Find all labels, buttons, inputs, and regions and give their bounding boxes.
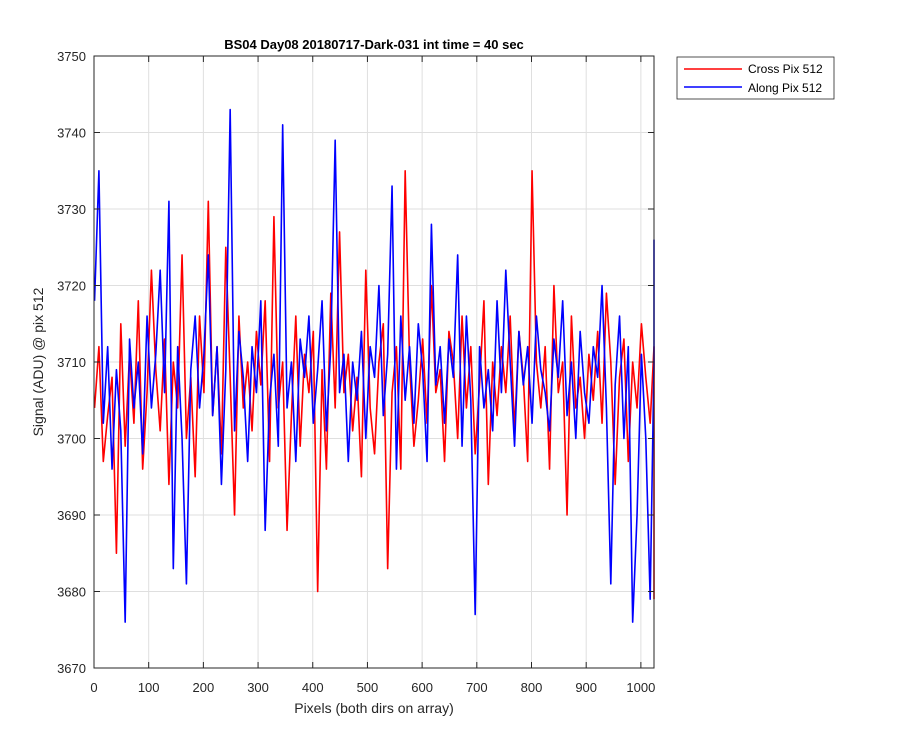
x-tick-label: 300	[247, 680, 269, 695]
x-tick-label: 700	[466, 680, 488, 695]
y-tick-label: 3750	[57, 49, 86, 64]
x-axis-label: Pixels (both dirs on array)	[294, 700, 454, 716]
series-line-cross	[93, 169, 655, 600]
y-tick-label: 3700	[57, 432, 86, 447]
y-tick-labels: 3670 3680 3690 3700 3710 3720 3730 3740 3750	[57, 49, 86, 676]
x-tick-labels: 0 100 200 300 400 500 600 700 800 900 1000	[90, 680, 655, 695]
series-line-along	[93, 108, 655, 623]
y-tick-label: 3730	[57, 202, 86, 217]
y-tick-label: 3740	[57, 126, 86, 141]
legend-label-cross: Cross Pix 512	[748, 62, 823, 76]
ticks	[93, 55, 654, 669]
series-layer	[93, 108, 655, 623]
legend: Cross Pix 512 Along Pix 512	[676, 56, 835, 100]
x-tick-label: 800	[521, 680, 543, 695]
x-tick-label: 100	[138, 680, 160, 695]
legend-box	[676, 56, 835, 100]
x-tick-label: 500	[357, 680, 379, 695]
y-tick-label: 3720	[57, 279, 86, 294]
legend-label-along: Along Pix 512	[748, 81, 822, 95]
y-tick-label: 3690	[57, 508, 86, 523]
y-tick-label: 3710	[57, 355, 86, 370]
x-tick-label: 600	[411, 680, 433, 695]
y-axis-label: Signal (ADU) @ pix 512	[30, 287, 46, 436]
x-tick-label: 0	[90, 680, 97, 695]
y-tick-label: 3680	[57, 585, 86, 600]
chart-title: BS04 Day08 20180717-Dark-031 int time = …	[224, 37, 524, 52]
x-tick-label: 900	[575, 680, 597, 695]
x-tick-label: 200	[193, 680, 215, 695]
x-tick-label: 400	[302, 680, 324, 695]
x-tick-label: 1000	[626, 680, 655, 695]
y-tick-label: 3670	[57, 661, 86, 676]
